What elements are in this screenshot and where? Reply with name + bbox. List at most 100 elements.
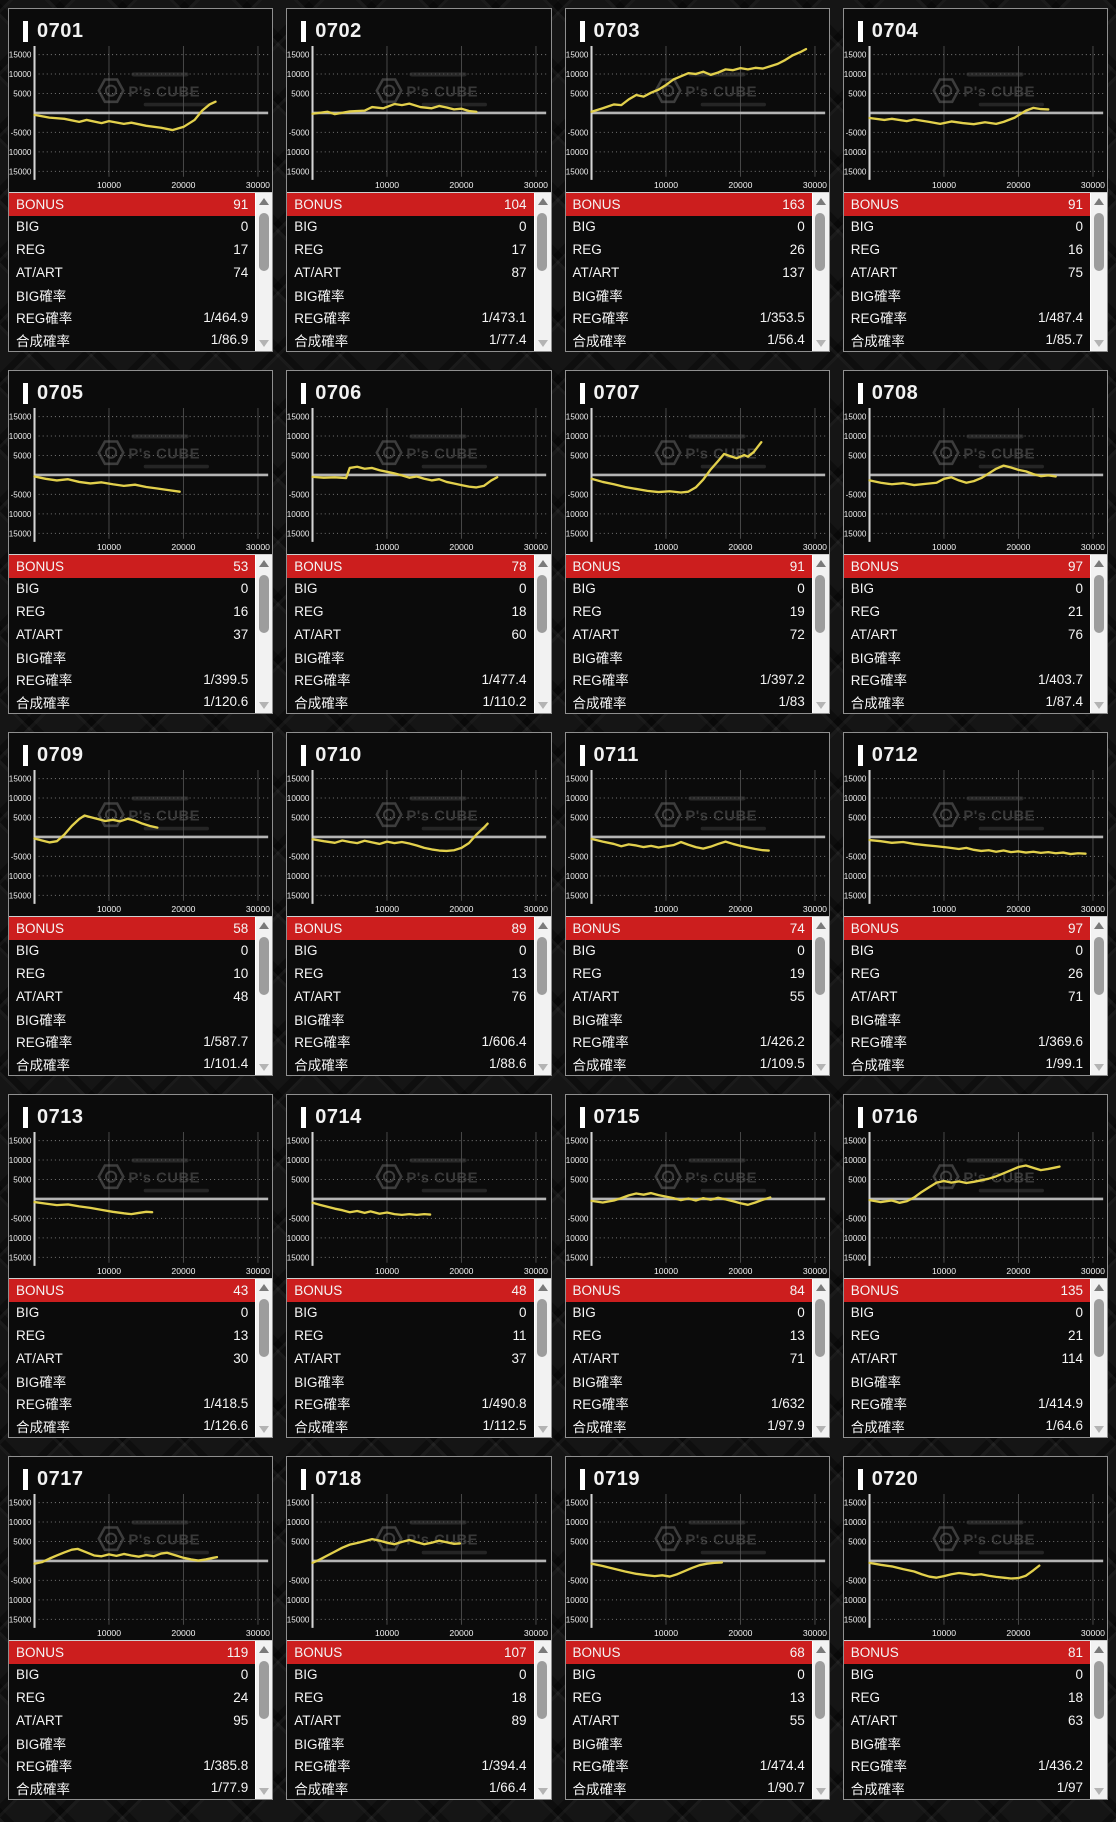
machine-panel[interactable]: 0720 15000 10000 5000 -5000 -10000 -15000 1000… — [842, 1456, 1108, 1800]
scrollbar[interactable] — [533, 917, 551, 1075]
scroll-down-icon[interactable] — [813, 1422, 829, 1436]
scroll-down-icon[interactable] — [256, 1422, 272, 1436]
scrollbar-thumb[interactable] — [537, 213, 547, 271]
scrollbar-thumb[interactable] — [537, 575, 547, 633]
machine-panel[interactable]: 0713 15000 10000 5000 -5000 -10000 -15000 1000… — [8, 1094, 274, 1438]
machine-panel[interactable]: 0716 15000 10000 5000 -5000 -10000 -15000 1000… — [842, 1094, 1108, 1438]
scrollbar[interactable] — [1090, 555, 1107, 713]
scrollbar-thumb[interactable] — [1093, 575, 1104, 633]
scrollbar[interactable] — [533, 1641, 551, 1799]
scroll-down-icon[interactable] — [1091, 336, 1107, 350]
scrollbar[interactable] — [255, 193, 273, 351]
scrollbar[interactable] — [811, 1279, 829, 1437]
machine-panel[interactable]: 0701 15000 10000 5000 -5000 -10000 -15000 1000… — [8, 8, 274, 352]
scroll-down-icon[interactable] — [535, 1422, 551, 1436]
scrollbar[interactable] — [533, 193, 551, 351]
machine-panel[interactable]: 0715 15000 10000 5000 -5000 -10000 -15000 1000… — [564, 1094, 830, 1438]
scroll-up-icon[interactable] — [813, 1280, 829, 1294]
scrollbar[interactable] — [1090, 1279, 1107, 1437]
scroll-up-icon[interactable] — [1091, 1642, 1107, 1656]
machine-panel[interactable]: 0703 15000 10000 5000 -5000 -10000 -15000 1000… — [564, 8, 830, 352]
scroll-up-icon[interactable] — [535, 194, 551, 208]
scroll-up-icon[interactable] — [1091, 918, 1107, 932]
scroll-up-icon[interactable] — [535, 556, 551, 570]
machine-panel[interactable]: 0706 15000 10000 5000 -5000 -10000 -15000 1000… — [286, 370, 552, 714]
machine-panel[interactable]: 0718 15000 10000 5000 -5000 -10000 -15000 1000… — [286, 1456, 552, 1800]
scrollbar-thumb[interactable] — [258, 575, 269, 633]
scrollbar-thumb[interactable] — [1093, 1299, 1104, 1357]
machine-panel[interactable]: 0708 15000 10000 5000 -5000 -10000 -15000 1000… — [842, 370, 1108, 714]
scrollbar[interactable] — [533, 555, 551, 713]
scroll-down-icon[interactable] — [1091, 698, 1107, 712]
scrollbar-thumb[interactable] — [1093, 1661, 1104, 1719]
scroll-up-icon[interactable] — [1091, 194, 1107, 208]
scrollbar[interactable] — [811, 917, 829, 1075]
scroll-down-icon[interactable] — [256, 1784, 272, 1798]
machine-panel[interactable]: 0704 15000 10000 5000 -5000 -10000 -15000 1000… — [842, 8, 1108, 352]
scrollbar-thumb[interactable] — [815, 937, 826, 995]
scroll-down-icon[interactable] — [813, 336, 829, 350]
scrollbar[interactable] — [1090, 193, 1107, 351]
scrollbar[interactable] — [811, 555, 829, 713]
machine-panel[interactable]: 0714 15000 10000 5000 -5000 -10000 -15000 1000… — [286, 1094, 552, 1438]
scroll-up-icon[interactable] — [256, 918, 272, 932]
scrollbar-thumb[interactable] — [537, 1661, 547, 1719]
scroll-up-icon[interactable] — [256, 556, 272, 570]
scroll-up-icon[interactable] — [813, 556, 829, 570]
scrollbar-thumb[interactable] — [1093, 213, 1104, 271]
machine-panel[interactable]: 0711 15000 10000 5000 -5000 -10000 -15000 1000… — [564, 732, 830, 1076]
scrollbar-thumb[interactable] — [815, 1661, 826, 1719]
scrollbar-thumb[interactable] — [1093, 937, 1104, 995]
machine-panel[interactable]: 0719 15000 10000 5000 -5000 -10000 -15000 1000… — [564, 1456, 830, 1800]
scrollbar[interactable] — [255, 1279, 273, 1437]
scroll-down-icon[interactable] — [813, 1060, 829, 1074]
machine-panel[interactable]: 0702 15000 10000 5000 -5000 -10000 -15000 1000… — [286, 8, 552, 352]
scroll-up-icon[interactable] — [256, 1280, 272, 1294]
scroll-up-icon[interactable] — [813, 1642, 829, 1656]
scrollbar-thumb[interactable] — [537, 1299, 547, 1357]
scrollbar-thumb[interactable] — [537, 937, 547, 995]
scroll-down-icon[interactable] — [1091, 1784, 1107, 1798]
machine-panel[interactable]: 0709 15000 10000 5000 -5000 -10000 -15000 1000… — [8, 732, 274, 1076]
machine-panel[interactable]: 0710 15000 10000 5000 -5000 -10000 -15000 1000… — [286, 732, 552, 1076]
scroll-down-icon[interactable] — [256, 698, 272, 712]
scrollbar-thumb[interactable] — [815, 575, 826, 633]
scrollbar-thumb[interactable] — [258, 1661, 269, 1719]
scroll-up-icon[interactable] — [535, 918, 551, 932]
machine-panel[interactable]: 0707 15000 10000 5000 -5000 -10000 -15000 1000… — [564, 370, 830, 714]
scroll-down-icon[interactable] — [535, 1784, 551, 1798]
scroll-up-icon[interactable] — [256, 194, 272, 208]
scrollbar-thumb[interactable] — [815, 1299, 826, 1357]
scrollbar[interactable] — [255, 917, 273, 1075]
scroll-up-icon[interactable] — [1091, 556, 1107, 570]
scroll-up-icon[interactable] — [813, 194, 829, 208]
scrollbar[interactable] — [1090, 917, 1107, 1075]
scrollbar[interactable] — [811, 1641, 829, 1799]
scrollbar[interactable] — [1090, 1641, 1107, 1799]
scrollbar-thumb[interactable] — [258, 1299, 269, 1357]
scroll-down-icon[interactable] — [535, 698, 551, 712]
scroll-up-icon[interactable] — [1091, 1280, 1107, 1294]
scroll-down-icon[interactable] — [535, 336, 551, 350]
scroll-down-icon[interactable] — [256, 336, 272, 350]
scrollbar-thumb[interactable] — [815, 213, 826, 271]
scroll-up-icon[interactable] — [256, 1642, 272, 1656]
scrollbar-thumb[interactable] — [258, 213, 269, 271]
scroll-down-icon[interactable] — [813, 1784, 829, 1798]
machine-panel[interactable]: 0717 15000 10000 5000 -5000 -10000 -15000 1000… — [8, 1456, 274, 1800]
scroll-down-icon[interactable] — [813, 698, 829, 712]
scroll-up-icon[interactable] — [535, 1280, 551, 1294]
scroll-down-icon[interactable] — [256, 1060, 272, 1074]
scrollbar-thumb[interactable] — [258, 937, 269, 995]
scrollbar[interactable] — [811, 193, 829, 351]
scroll-up-icon[interactable] — [813, 918, 829, 932]
scroll-down-icon[interactable] — [535, 1060, 551, 1074]
scrollbar[interactable] — [255, 555, 273, 713]
scrollbar[interactable] — [255, 1641, 273, 1799]
scroll-down-icon[interactable] — [1091, 1060, 1107, 1074]
scroll-up-icon[interactable] — [535, 1642, 551, 1656]
machine-panel[interactable]: 0705 15000 10000 5000 -5000 -10000 -15000 1000… — [8, 370, 274, 714]
machine-panel[interactable]: 0712 15000 10000 5000 -5000 -10000 -15000 1000… — [842, 732, 1108, 1076]
scroll-down-icon[interactable] — [1091, 1422, 1107, 1436]
scrollbar[interactable] — [533, 1279, 551, 1437]
